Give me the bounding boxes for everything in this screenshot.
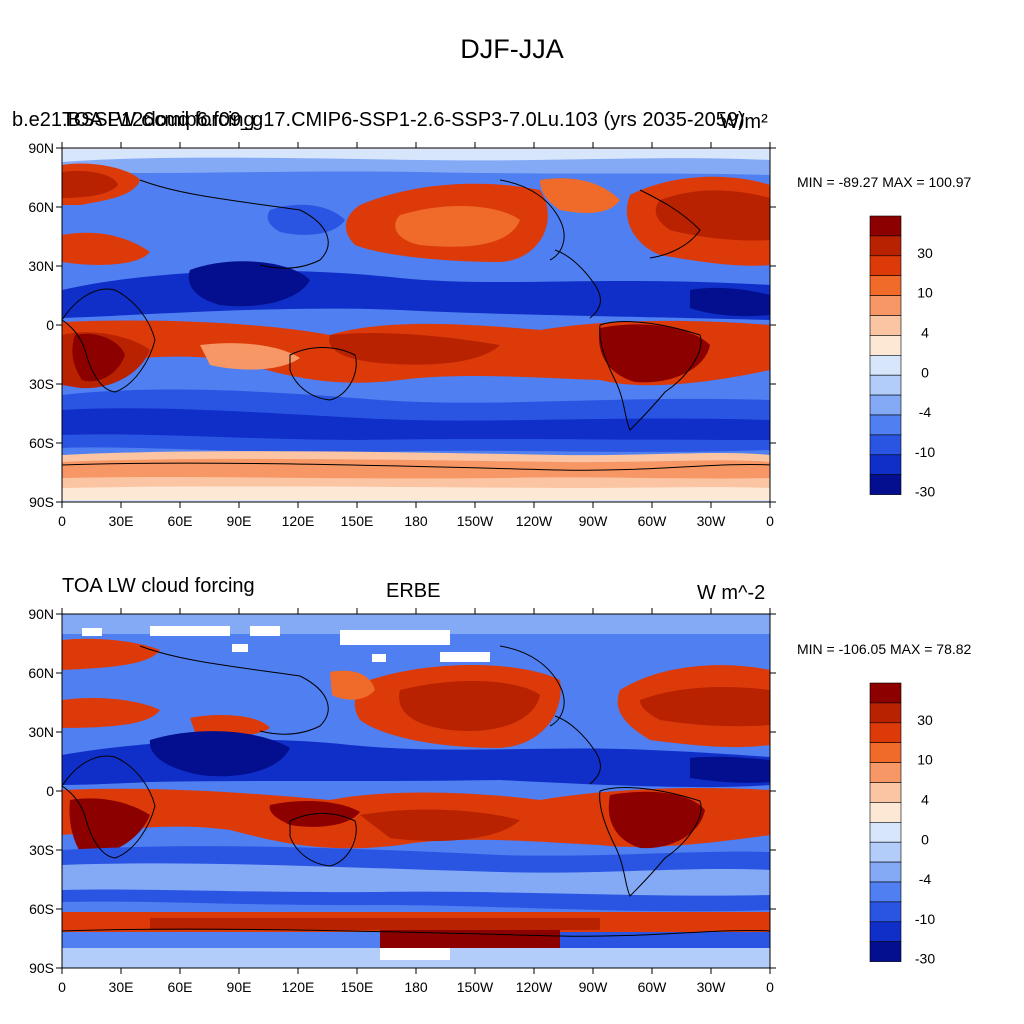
lat-tick-label: 60S: [29, 901, 54, 917]
lon-tick-label: 120W: [516, 513, 553, 529]
lon-tick-label: 0: [58, 513, 66, 529]
lon-tick-label: 120W: [516, 979, 553, 995]
lat-tick-label: 30N: [28, 724, 54, 740]
lon-tick-label: 180: [404, 979, 428, 995]
lon-tick-label: 0: [766, 979, 774, 995]
colorbar-swatch: [869, 374, 902, 396]
lat-tick-label: 30S: [29, 376, 54, 392]
panel2-units: W m^-2: [697, 582, 766, 604]
lon-tick-label: 30W: [697, 979, 727, 995]
lon-tick-label: 90W: [579, 513, 609, 529]
colorbar-swatch: [869, 821, 902, 843]
colorbar-swatch: [869, 454, 902, 475]
colorbar-label: 0: [921, 364, 929, 380]
colorbar-swatch: [869, 702, 902, 724]
lat-tick-label: 90S: [29, 494, 54, 510]
colorbar-swatch: [869, 434, 902, 456]
colorbar-swatch: [869, 255, 902, 277]
colorbar-label: 10: [917, 285, 933, 301]
lon-tick-label: 120E: [282, 513, 315, 529]
lon-tick-label: 150E: [341, 513, 374, 529]
colorbar-label: -4: [919, 871, 932, 887]
colorbar-swatch: [869, 315, 902, 336]
panel1-left-title: TOA LW cloud forcing: [62, 109, 255, 131]
panel1-units: W/m²: [720, 111, 768, 133]
panel2-left-title: TOA LW cloud forcing: [62, 575, 255, 597]
figure-title: DJF-JJA: [460, 34, 564, 64]
panel1-coastlines: [62, 179, 770, 471]
colorbar-label: -4: [919, 404, 932, 420]
lon-tick-label: 60E: [168, 513, 193, 529]
colorbar-swatch: [869, 841, 902, 863]
lon-tick-label: 180: [404, 513, 428, 529]
colorbar-label: 0: [921, 831, 929, 847]
colorbar-label: 4: [921, 791, 929, 807]
lon-tick-label: 0: [766, 513, 774, 529]
lat-tick-label: 60N: [28, 665, 54, 681]
lon-tick-label: 30W: [697, 513, 727, 529]
panel2-coastlines: [62, 645, 770, 937]
lon-tick-label: 60E: [168, 979, 193, 995]
colorbar-swatch: [869, 782, 902, 803]
colorbar-swatch: [869, 921, 902, 942]
lat-tick-label: 0: [46, 317, 54, 333]
panel2-center-title: ERBE: [386, 580, 441, 602]
colorbar-swatch: [869, 881, 902, 903]
lon-tick-label: 120E: [282, 979, 315, 995]
colorbar-swatch: [869, 861, 902, 883]
colorbar-label: 30: [917, 245, 933, 261]
lon-tick-label: 30E: [109, 513, 134, 529]
colorbar-swatch: [869, 802, 902, 823]
colorbar-swatch: [869, 474, 902, 495]
lon-tick-label: 30E: [109, 979, 134, 995]
panel1-case-title: b.e21.BSSP126cmip6.f09_g17.CMIP6-SSP1-2.…: [12, 109, 745, 131]
colorbar-swatch: [869, 762, 902, 783]
colorbar-label: 30: [917, 712, 933, 728]
lat-tick-label: 0: [46, 783, 54, 799]
colorbar-swatch: [869, 235, 902, 257]
colorbar-swatch: [869, 742, 902, 763]
colorbar-label: 4: [921, 324, 929, 340]
lon-tick-label: 90W: [579, 979, 609, 995]
lon-tick-label: 150W: [457, 979, 494, 995]
colorbar-label: -10: [915, 911, 935, 927]
panel2-min-max: MIN = -106.05 MAX = 78.82: [797, 641, 972, 657]
colorbars: 30 10 4 0 -4 -10 -30 30 10 4 0 -4 -10 -30: [869, 215, 935, 967]
lon-tick-label: 90E: [227, 979, 252, 995]
panel1-map: [62, 148, 770, 502]
colorbar-swatch: [869, 215, 902, 237]
colorbar-label: -10: [915, 444, 935, 460]
lat-tick-label: 60S: [29, 435, 54, 451]
colorbar-swatch: [869, 941, 902, 962]
lon-tick-label: 60W: [638, 513, 668, 529]
colorbar-label: -30: [915, 951, 935, 967]
lat-tick-label: 30N: [28, 258, 54, 274]
colorbar-swatch: [869, 682, 902, 704]
lat-tick-label: 90N: [28, 606, 54, 622]
lat-tick-label: 90S: [29, 960, 54, 976]
colorbar-swatch: [869, 901, 902, 923]
lon-tick-label: 150W: [457, 513, 494, 529]
colorbar-swatch: [869, 275, 902, 296]
lon-tick-label: 90E: [227, 513, 252, 529]
lon-tick-label: 60W: [638, 979, 668, 995]
lat-tick-label: 60N: [28, 199, 54, 215]
colorbar-label: 10: [917, 752, 933, 768]
panel1-min-max: MIN = -89.27 MAX = 100.97: [797, 174, 972, 190]
colorbar-swatch: [869, 722, 902, 743]
colorbar-swatch: [869, 394, 902, 416]
colorbar-swatch: [869, 414, 902, 436]
lat-tick-label: 90N: [28, 140, 54, 156]
colorbar-swatch: [869, 335, 902, 356]
panel2-map: [62, 614, 770, 968]
lon-tick-label: 150E: [341, 979, 374, 995]
colorbar-label: -30: [915, 484, 935, 500]
colorbar-swatch: [869, 295, 902, 316]
colorbar-swatch: [869, 354, 902, 376]
lon-tick-label: 0: [58, 979, 66, 995]
lat-tick-label: 30S: [29, 842, 54, 858]
